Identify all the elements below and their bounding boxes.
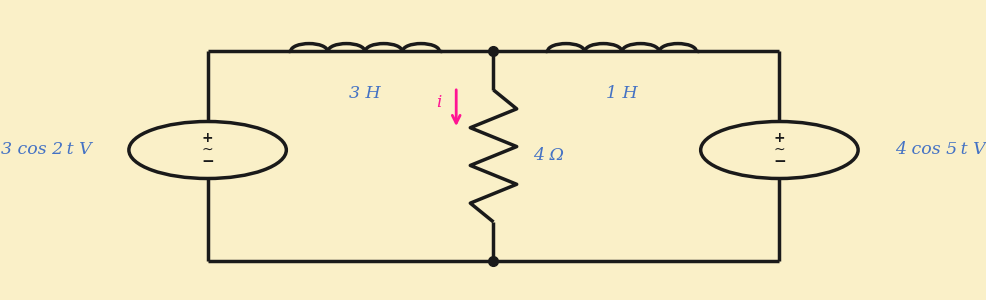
Text: 3 H: 3 H xyxy=(349,85,381,101)
Text: −: − xyxy=(201,154,214,169)
Text: −: − xyxy=(772,154,785,169)
Text: 4 cos 5 t V: 4 cos 5 t V xyxy=(894,142,985,158)
Text: 3 cos 2 t V: 3 cos 2 t V xyxy=(1,142,92,158)
Text: ~: ~ xyxy=(773,142,785,156)
Text: +: + xyxy=(201,131,213,145)
Text: 4 Ω: 4 Ω xyxy=(532,148,564,164)
Text: ~: ~ xyxy=(201,142,213,156)
Text: i: i xyxy=(436,94,441,110)
Text: 1 H: 1 H xyxy=(605,85,637,101)
Text: +: + xyxy=(773,131,785,145)
